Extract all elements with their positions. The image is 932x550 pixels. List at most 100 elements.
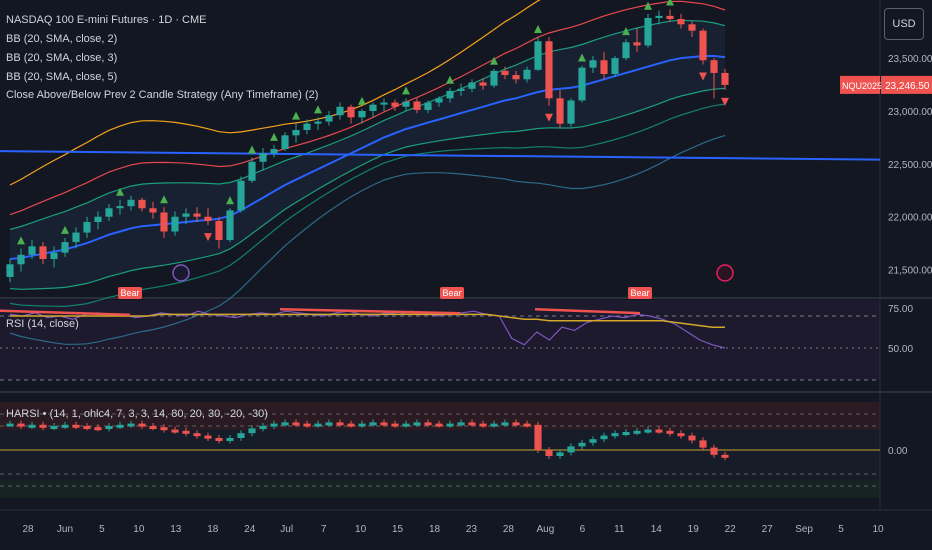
bear-label: Bear <box>120 288 139 298</box>
bear-label: Bear <box>630 288 649 298</box>
rsi-tick-label: 50.00 <box>888 344 913 355</box>
bear-label-box <box>118 287 142 299</box>
harsi-candle <box>567 446 575 453</box>
harsi-candle <box>336 422 344 426</box>
candle <box>413 101 421 110</box>
harsi-candle <box>237 433 245 438</box>
bear-label: Bear <box>442 288 461 298</box>
legend-strategy[interactable]: Close Above/Below Prev 2 Candle Strategy… <box>6 89 319 101</box>
candle <box>644 17 652 46</box>
time-tick-label: 23 <box>466 524 478 535</box>
candle <box>699 30 707 61</box>
candle <box>292 130 300 136</box>
harsi-candle <box>479 423 487 427</box>
buy-signal-triangle <box>622 27 630 36</box>
time-tick-label: 15 <box>392 524 404 535</box>
time-tick-label: 5 <box>838 524 844 535</box>
candle <box>424 102 432 110</box>
time-tick-label: Sep <box>795 524 813 535</box>
harsi-candle <box>182 430 190 434</box>
harsi-candle <box>6 423 14 427</box>
sell-signal-triangle <box>699 72 707 81</box>
candle <box>28 246 36 255</box>
candle <box>259 153 267 162</box>
harsi-candle <box>281 422 289 426</box>
candle <box>402 101 410 107</box>
buy-signal-triangle <box>358 96 366 105</box>
bb-upper-bb3 <box>9 0 726 216</box>
time-tick-label: 28 <box>503 524 515 535</box>
harsi-candle <box>699 440 707 448</box>
harsi-candle <box>369 422 377 426</box>
candle <box>17 254 25 265</box>
harsi-candle <box>325 422 333 426</box>
price-tick-label: 23,000.00 <box>888 107 932 118</box>
legend-rsi[interactable]: RSI (14, close) <box>6 318 79 330</box>
harsi-candle <box>259 426 267 429</box>
harsi-candle <box>215 438 223 441</box>
candle <box>622 42 630 59</box>
bb-upper-bb2 <box>9 19 726 230</box>
harsi-candle <box>633 430 641 434</box>
candle <box>94 216 102 222</box>
time-tick-label: 5 <box>99 524 105 535</box>
legend-harsi[interactable]: HARSI • (14, 1, ohlc4, 7, 3, 3, 14, 80, … <box>6 408 268 420</box>
candle <box>369 104 377 111</box>
harsi-candle <box>600 435 608 440</box>
price-tag-value-box <box>881 75 932 94</box>
harsi-candle <box>556 452 564 456</box>
harsi-candle <box>94 427 102 431</box>
price-tick-label: 21,500.00 <box>888 266 932 277</box>
dividend-event-icon <box>172 264 190 282</box>
sell-signal-triangle <box>204 233 212 242</box>
harsi-candle <box>160 427 168 431</box>
candle <box>303 123 311 131</box>
candle <box>281 135 289 150</box>
harsi-candle <box>424 422 432 426</box>
symbol-title[interactable]: NASDAQ 100 E-mini Futures · 1D · CME <box>6 14 207 26</box>
harsi-candle <box>578 442 586 447</box>
candle <box>721 72 729 85</box>
strategy-line <box>279 307 461 315</box>
harsi-candle <box>193 433 201 437</box>
buy-signal-triangle <box>61 225 69 234</box>
harsi-candle <box>457 422 465 426</box>
buy-signal-triangle <box>490 56 498 65</box>
candle <box>204 216 212 221</box>
candle <box>160 212 168 232</box>
harsi-candle <box>688 435 696 441</box>
time-tick-label: 22 <box>725 524 737 535</box>
legend-bb-3[interactable]: BB (20, SMA, close, 3) <box>6 52 118 64</box>
buy-signal-triangle <box>292 111 300 120</box>
time-tick-label: 6 <box>580 524 586 535</box>
candle <box>380 102 388 105</box>
harsi-candle <box>468 422 476 426</box>
candle <box>710 60 718 73</box>
harsi-candle <box>490 423 498 427</box>
time-tick-label: Jun <box>57 524 73 535</box>
candle <box>556 98 564 124</box>
harsi-oversold-zone <box>0 480 880 498</box>
price-tick-label: 23,500.00 <box>888 54 932 65</box>
legend-bb-5[interactable]: BB (20, SMA, close, 5) <box>6 71 118 83</box>
candle <box>567 100 575 124</box>
candle <box>83 222 91 233</box>
earnings-event-icon <box>716 264 734 282</box>
harsi-candle <box>248 428 256 434</box>
harsi-candle <box>292 422 300 426</box>
buy-signal-triangle <box>314 105 322 114</box>
legend-bb-2[interactable]: BB (20, SMA, close, 2) <box>6 33 118 45</box>
currency-button[interactable]: USD <box>884 8 924 40</box>
harsi-candle <box>171 429 179 433</box>
time-tick-label: 13 <box>170 524 182 535</box>
strategy-line <box>0 309 131 317</box>
harsi-candle <box>435 423 443 427</box>
harsi-candle <box>105 426 113 429</box>
harsi-candle <box>149 426 157 429</box>
bear-label-box <box>628 287 652 299</box>
harsi-candle <box>61 424 69 428</box>
price-tick-label: 22,000.00 <box>888 213 932 224</box>
bb-lower-bb2 <box>9 87 726 290</box>
buy-signal-triangle <box>17 236 25 245</box>
